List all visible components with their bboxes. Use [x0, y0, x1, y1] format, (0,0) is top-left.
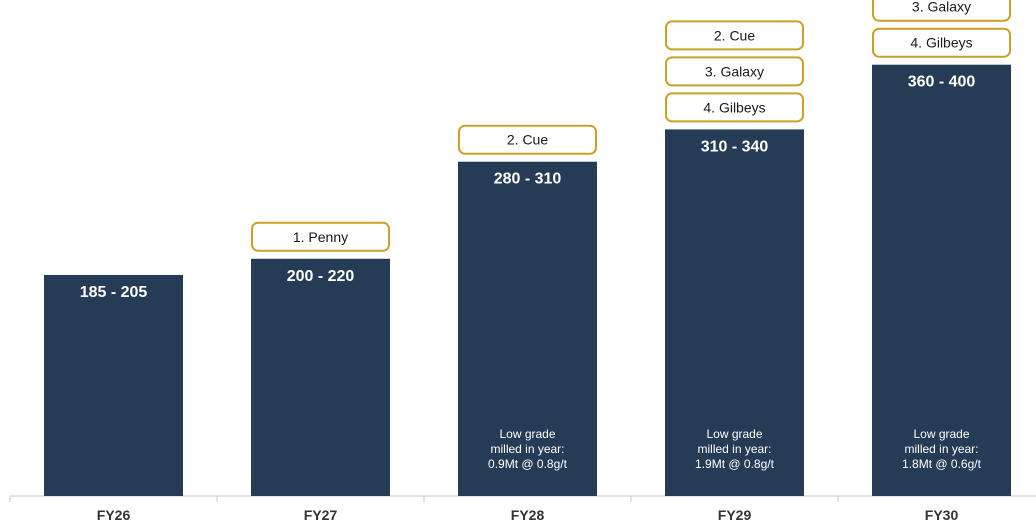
data-label-fy28: 280 - 310: [494, 171, 562, 188]
data-label-fy26: 185 - 205: [80, 284, 148, 301]
deposit-tag-box: [872, 0, 1011, 22]
deposit-tag-label: 3. Galaxy: [705, 63, 764, 79]
deposit-tag-label: 4. Gilbeys: [703, 99, 765, 115]
deposit-tag-box: [665, 92, 804, 123]
deposit-tag-box: [872, 27, 1011, 58]
deposit-tag-label: 3. Galaxy: [912, 0, 971, 15]
deposit-tag-box: [665, 20, 804, 51]
deposit-tag-label: 2. Cue: [714, 27, 755, 43]
data-label-fy30: 360 - 400: [908, 74, 976, 91]
low-grade-note-line: milled in year:: [697, 442, 771, 456]
low-grade-note-line: Low grade: [913, 427, 969, 441]
deposit-tag-box: [251, 221, 390, 252]
data-label-fy29: 310 - 340: [701, 138, 769, 155]
deposit-tag-box: [665, 56, 804, 87]
low-grade-note-line: 1.8Mt @ 0.6g/t: [902, 457, 982, 471]
bar-fy27: [251, 258, 390, 496]
low-grade-note-line: 1.9Mt @ 0.8g/t: [695, 457, 775, 471]
x-tick-label-fy30: FY30: [925, 507, 959, 523]
low-grade-note-line: Low grade: [499, 427, 555, 441]
low-grade-note-line: Low grade: [706, 427, 762, 441]
low-grade-note-line: 0.9Mt @ 0.8g/t: [488, 457, 568, 471]
x-tick-label-fy27: FY27: [304, 507, 338, 523]
x-tick-label-fy26: FY26: [97, 507, 131, 523]
deposit-tag-box: [458, 124, 597, 155]
data-label-fy27: 200 - 220: [287, 268, 355, 285]
deposit-tag-label: 4. Gilbeys: [910, 35, 972, 51]
bar-fy30: [872, 64, 1011, 497]
x-tick-label-fy28: FY28: [511, 507, 545, 523]
bar-fy29: [665, 129, 804, 497]
low-grade-note-line: milled in year:: [904, 442, 978, 456]
x-tick-label-fy29: FY29: [718, 507, 752, 523]
bar-fy26: [44, 274, 183, 496]
low-grade-note-line: milled in year:: [490, 442, 564, 456]
bar-fy28: [458, 161, 597, 496]
deposit-tag-label: 2. Cue: [507, 132, 548, 148]
deposit-tag-label: 1. Penny: [293, 229, 348, 245]
